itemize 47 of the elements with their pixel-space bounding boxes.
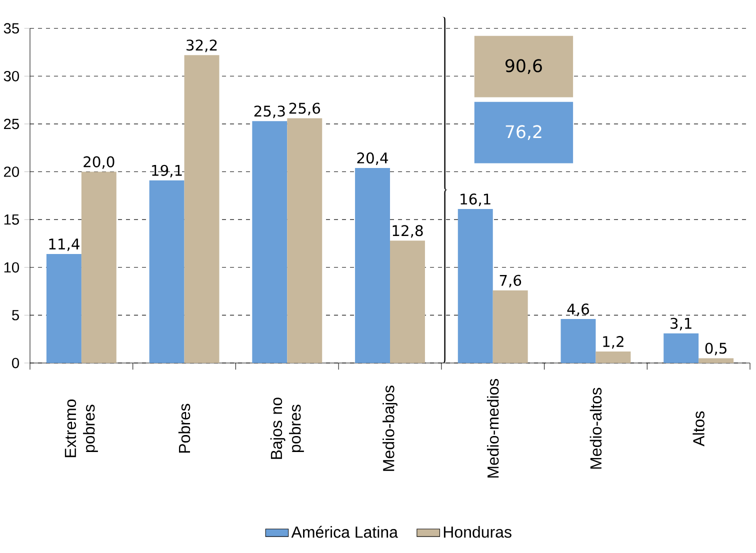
data-label: 25,6 bbox=[289, 102, 320, 116]
bar bbox=[492, 290, 528, 363]
x-tick-label: Medio-altos bbox=[590, 388, 602, 469]
annotation: 90,6 bbox=[506, 59, 542, 74]
x-tick-label: Pobres bbox=[178, 404, 190, 453]
data-label: 20,0 bbox=[84, 156, 114, 169]
data-label: 20,4 bbox=[357, 152, 388, 165]
bar bbox=[458, 209, 493, 363]
bar bbox=[390, 240, 425, 363]
data-label: 16,1 bbox=[460, 194, 490, 206]
bar bbox=[698, 358, 734, 363]
bar bbox=[149, 180, 184, 363]
bar bbox=[596, 352, 631, 363]
x-tick-label: Medio-bajos bbox=[382, 386, 398, 471]
bar bbox=[355, 168, 390, 363]
bar bbox=[184, 55, 220, 363]
data-label: 1,2 bbox=[603, 336, 624, 349]
data-label: 7,6 bbox=[500, 274, 522, 288]
legend-label: Honduras bbox=[444, 526, 512, 538]
x-tick-label: Medio-medios bbox=[486, 378, 499, 478]
data-label: 4,6 bbox=[567, 304, 589, 316]
y-tick-label: 25 bbox=[4, 118, 19, 130]
bar bbox=[287, 118, 322, 363]
x-tick-label: Extremo pobres bbox=[64, 399, 98, 458]
y-tick-label: 30 bbox=[4, 70, 20, 82]
annotation: 76,2 bbox=[506, 125, 542, 140]
y-tick-label: 10 bbox=[4, 262, 20, 273]
data-label: 12,8 bbox=[392, 225, 423, 238]
y-tick-label: 20 bbox=[4, 166, 20, 177]
y-tick-label: 5 bbox=[12, 310, 19, 320]
y-tick-label: 0 bbox=[12, 358, 20, 368]
data-label: 19,1 bbox=[152, 164, 182, 178]
data-label: 3,1 bbox=[670, 318, 692, 330]
data-label: 11,4 bbox=[49, 238, 80, 252]
x-tick-label: Altos bbox=[692, 411, 704, 446]
y-tick-label: 15 bbox=[4, 214, 19, 225]
data-label: 0,5 bbox=[705, 342, 726, 356]
bar bbox=[252, 121, 288, 363]
bar bbox=[81, 172, 116, 363]
bar bbox=[664, 333, 699, 363]
bar bbox=[46, 254, 82, 363]
y-tick-label: 35 bbox=[4, 23, 19, 34]
data-label: 25,3 bbox=[254, 106, 285, 118]
bar bbox=[560, 319, 596, 363]
x-tick-label: Bajos no pobres bbox=[270, 398, 304, 459]
legend-label: América Latina bbox=[291, 526, 398, 538]
data-label: 32,2 bbox=[186, 40, 217, 52]
